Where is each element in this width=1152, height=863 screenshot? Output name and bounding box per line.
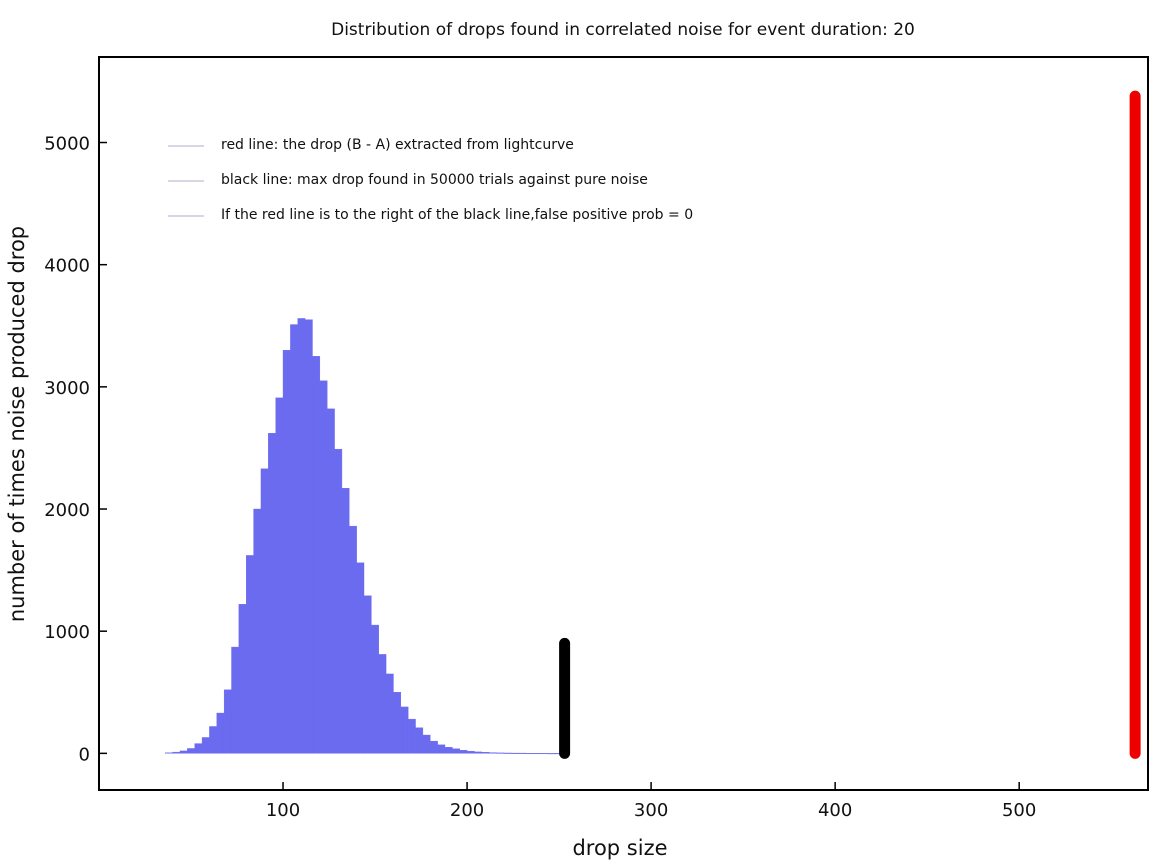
histogram-bar — [231, 646, 240, 754]
histogram-bar — [290, 324, 298, 754]
histogram-bar — [533, 753, 541, 755]
legend: red line: the drop (B - A) extracted fro… — [168, 137, 693, 223]
histogram-bar — [297, 318, 306, 754]
histogram-bar — [349, 525, 357, 754]
histogram-bar — [511, 752, 519, 754]
legend-entry: black line: max drop found in 50000 tria… — [221, 172, 648, 188]
x-axis-ticks: 100 200 300 400 500 — [266, 782, 1036, 821]
histogram-bar — [327, 408, 335, 754]
histogram-bar — [407, 718, 416, 754]
histogram-bar — [547, 753, 556, 755]
legend-entry: red line: the drop (B - A) extracted fro… — [221, 137, 574, 153]
histogram-bar — [201, 737, 210, 754]
y-tick-label: 3000 — [44, 378, 90, 399]
x-tick-label: 100 — [266, 800, 300, 821]
histogram-bar — [378, 654, 387, 754]
y-tick-label: 0 — [79, 744, 90, 765]
histogram-bar — [415, 727, 424, 754]
histogram — [165, 318, 563, 755]
histogram-bar — [422, 734, 431, 754]
marker-lines — [559, 90, 1141, 759]
histogram-bar — [282, 350, 291, 754]
histogram-bar — [319, 380, 328, 754]
chart-title: Distribution of drops found in correlate… — [331, 20, 915, 40]
histogram-bar — [452, 748, 460, 754]
histogram-bar — [503, 752, 512, 754]
histogram-bar — [496, 752, 505, 754]
histogram-bar — [474, 751, 482, 754]
histogram-bar — [371, 624, 379, 754]
histogram-bar — [459, 750, 468, 754]
histogram-bar — [488, 752, 497, 754]
histogram-bar — [179, 750, 188, 754]
histogram-bar — [246, 555, 254, 754]
y-axis-ticks: 0 1000 2000 3000 4000 5000 — [44, 134, 107, 765]
histogram-bar — [223, 689, 232, 754]
histogram-bar — [275, 397, 284, 754]
x-tick-label: 200 — [450, 800, 484, 821]
histogram-bar — [400, 706, 409, 754]
y-tick-label: 5000 — [44, 134, 90, 155]
y-tick-label: 1000 — [44, 622, 90, 643]
histogram-bar — [268, 433, 276, 754]
legend-entry: If the red line is to the right of the b… — [221, 207, 693, 223]
y-tick-label: 2000 — [44, 500, 90, 521]
histogram-bar — [216, 712, 225, 754]
histogram-bar — [312, 356, 321, 754]
histogram-bar — [437, 744, 446, 754]
histogram-bar — [304, 319, 313, 754]
histogram-bar — [260, 468, 269, 754]
x-tick-label: 400 — [818, 800, 852, 821]
histogram-bar — [334, 448, 343, 754]
histogram-bar — [518, 752, 527, 754]
histogram-bar — [165, 752, 173, 754]
histogram-bar — [393, 692, 402, 754]
plot-frame — [98, 56, 1149, 791]
y-tick-label: 4000 — [44, 256, 90, 277]
histogram-bar — [540, 753, 549, 755]
histogram-bar — [444, 747, 453, 754]
histogram-bar — [385, 673, 394, 754]
histogram-bar — [341, 488, 350, 754]
histogram-bar — [356, 562, 365, 754]
histogram-bar — [430, 740, 438, 754]
histogram-bar — [238, 604, 247, 754]
x-tick-label: 500 — [1002, 800, 1036, 821]
histogram-bar — [172, 751, 181, 754]
x-axis-label: drop size — [572, 836, 667, 860]
y-axis-label: number of times noise produced drop — [5, 226, 29, 622]
histogram-bar — [253, 508, 262, 754]
histogram-bar — [525, 753, 534, 755]
x-tick-label: 300 — [634, 800, 668, 821]
histogram-bar — [363, 595, 372, 754]
histogram-bar — [209, 726, 217, 754]
histogram-bar — [194, 743, 203, 754]
histogram-bar — [466, 750, 475, 754]
histogram-bar — [187, 748, 195, 754]
histogram-bar — [481, 752, 490, 754]
